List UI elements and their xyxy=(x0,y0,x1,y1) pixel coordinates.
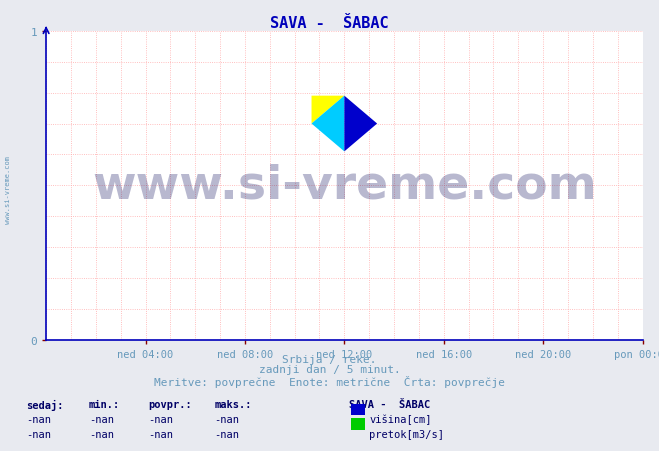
Text: -nan: -nan xyxy=(148,414,173,424)
Text: -nan: -nan xyxy=(89,429,114,439)
Text: min.:: min.: xyxy=(89,399,120,409)
Text: www.si-vreme.com: www.si-vreme.com xyxy=(92,164,596,208)
Text: maks.:: maks.: xyxy=(214,399,252,409)
Text: SAVA -  ŠABAC: SAVA - ŠABAC xyxy=(349,399,430,409)
Text: Srbija / reke.: Srbija / reke. xyxy=(282,354,377,364)
Text: višina[cm]: višina[cm] xyxy=(369,414,432,424)
Text: zadnji dan / 5 minut.: zadnji dan / 5 minut. xyxy=(258,364,401,374)
Text: SAVA -  ŠABAC: SAVA - ŠABAC xyxy=(270,16,389,31)
Text: Meritve: povprečne  Enote: metrične  Črta: povprečje: Meritve: povprečne Enote: metrične Črta:… xyxy=(154,375,505,387)
Text: sedaj:: sedaj: xyxy=(26,399,64,410)
Text: -nan: -nan xyxy=(26,429,51,439)
Text: -nan: -nan xyxy=(148,429,173,439)
Text: -nan: -nan xyxy=(214,414,239,424)
Text: -nan: -nan xyxy=(214,429,239,439)
Text: povpr.:: povpr.: xyxy=(148,399,192,409)
Polygon shape xyxy=(312,97,345,124)
Text: pretok[m3/s]: pretok[m3/s] xyxy=(369,429,444,439)
Polygon shape xyxy=(312,97,345,152)
Text: www.si-vreme.com: www.si-vreme.com xyxy=(5,156,11,223)
Text: -nan: -nan xyxy=(89,414,114,424)
Polygon shape xyxy=(345,97,377,152)
Text: -nan: -nan xyxy=(26,414,51,424)
